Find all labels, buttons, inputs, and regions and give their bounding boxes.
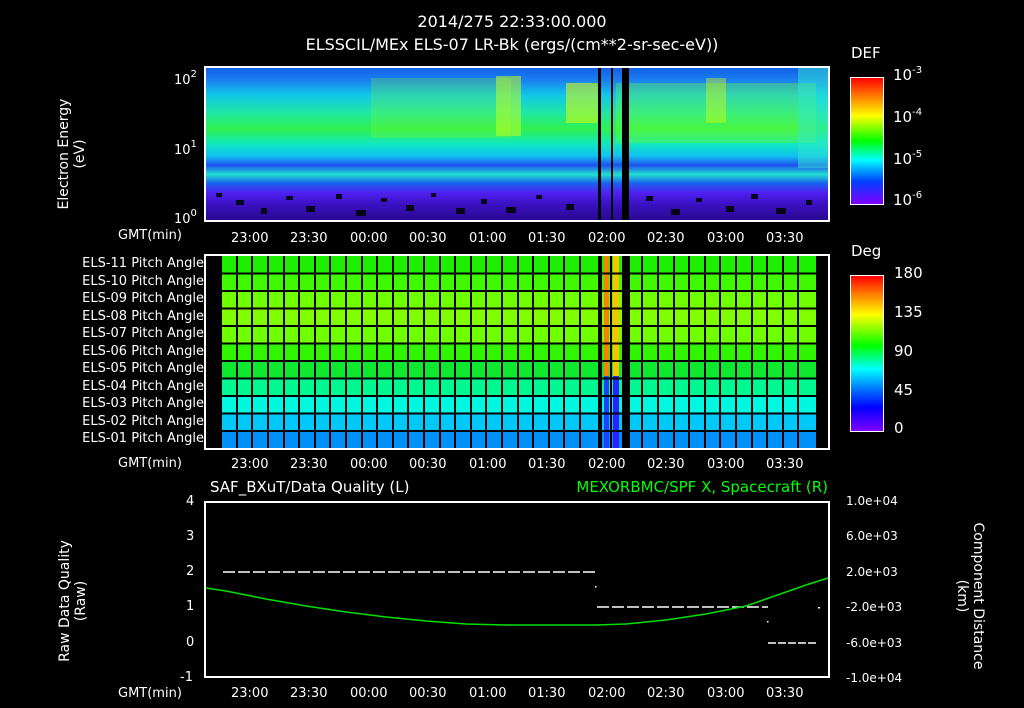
pitch-angle-frame [204,254,830,450]
time-axis-2: 23:00 23:30 00:00 00:30 01:00 01:30 02:0… [231,457,804,472]
def-colorbar-title: DEF [851,44,881,62]
plot-datetime: 2014/275 22:33:00.000 [417,12,607,31]
plot-subtitle: ELSSCIL/MEx ELS-07 LR-Bk (ergs/(cm**2-sr… [305,35,719,54]
deg-colorbar [850,275,884,432]
time-axis-1: 23:00 23:30 00:00 00:30 01:00 01:30 02:0… [231,231,804,246]
data-quality-axis-label: Raw Data Quality (Raw) [57,540,89,662]
gmt-label-2: GMT(min) [118,456,182,471]
spf-x-title: MEXORBMC/SPF X, Spacecraft (R) [576,478,828,496]
energy-tick-100: 102 [174,69,197,88]
energy-axis-label: Electron Energy (eV) [56,98,88,210]
deg-tick-135: 135 [894,303,923,321]
time-axis-3: 23:00 23:30 00:00 00:30 01:00 01:30 02:0… [231,686,804,701]
def-tick-1e-4: 10-4 [893,107,923,126]
data-quality-plot [205,571,829,644]
energy-tick-1: 100 [174,208,197,227]
deg-tick-0: 0 [894,419,904,437]
def-tick-1e-6: 10-6 [893,190,923,209]
spectrogram-frame [204,66,830,222]
energy-tick-10: 101 [174,139,197,158]
def-colorbar [850,77,884,205]
deg-tick-45: 45 [894,381,914,399]
deg-tick-180: 180 [894,264,923,282]
gmt-label-3: GMT(min) [118,686,182,701]
component-distance-axis-label: Component Distance (km) [954,522,986,670]
data-quality-frame [204,501,830,678]
def-tick-1e-3: 10-3 [893,65,923,84]
spectrogram-features [216,68,828,220]
gmt-label-1: GMT(min) [118,228,182,243]
data-quality-title: SAF_BXuT/Data Quality (L) [210,478,410,496]
deg-colorbar-title: Deg [851,242,882,260]
def-tick-1e-5: 10-5 [893,149,923,168]
deg-tick-90: 90 [894,342,914,360]
pitch-angle-heatmap [206,256,828,448]
